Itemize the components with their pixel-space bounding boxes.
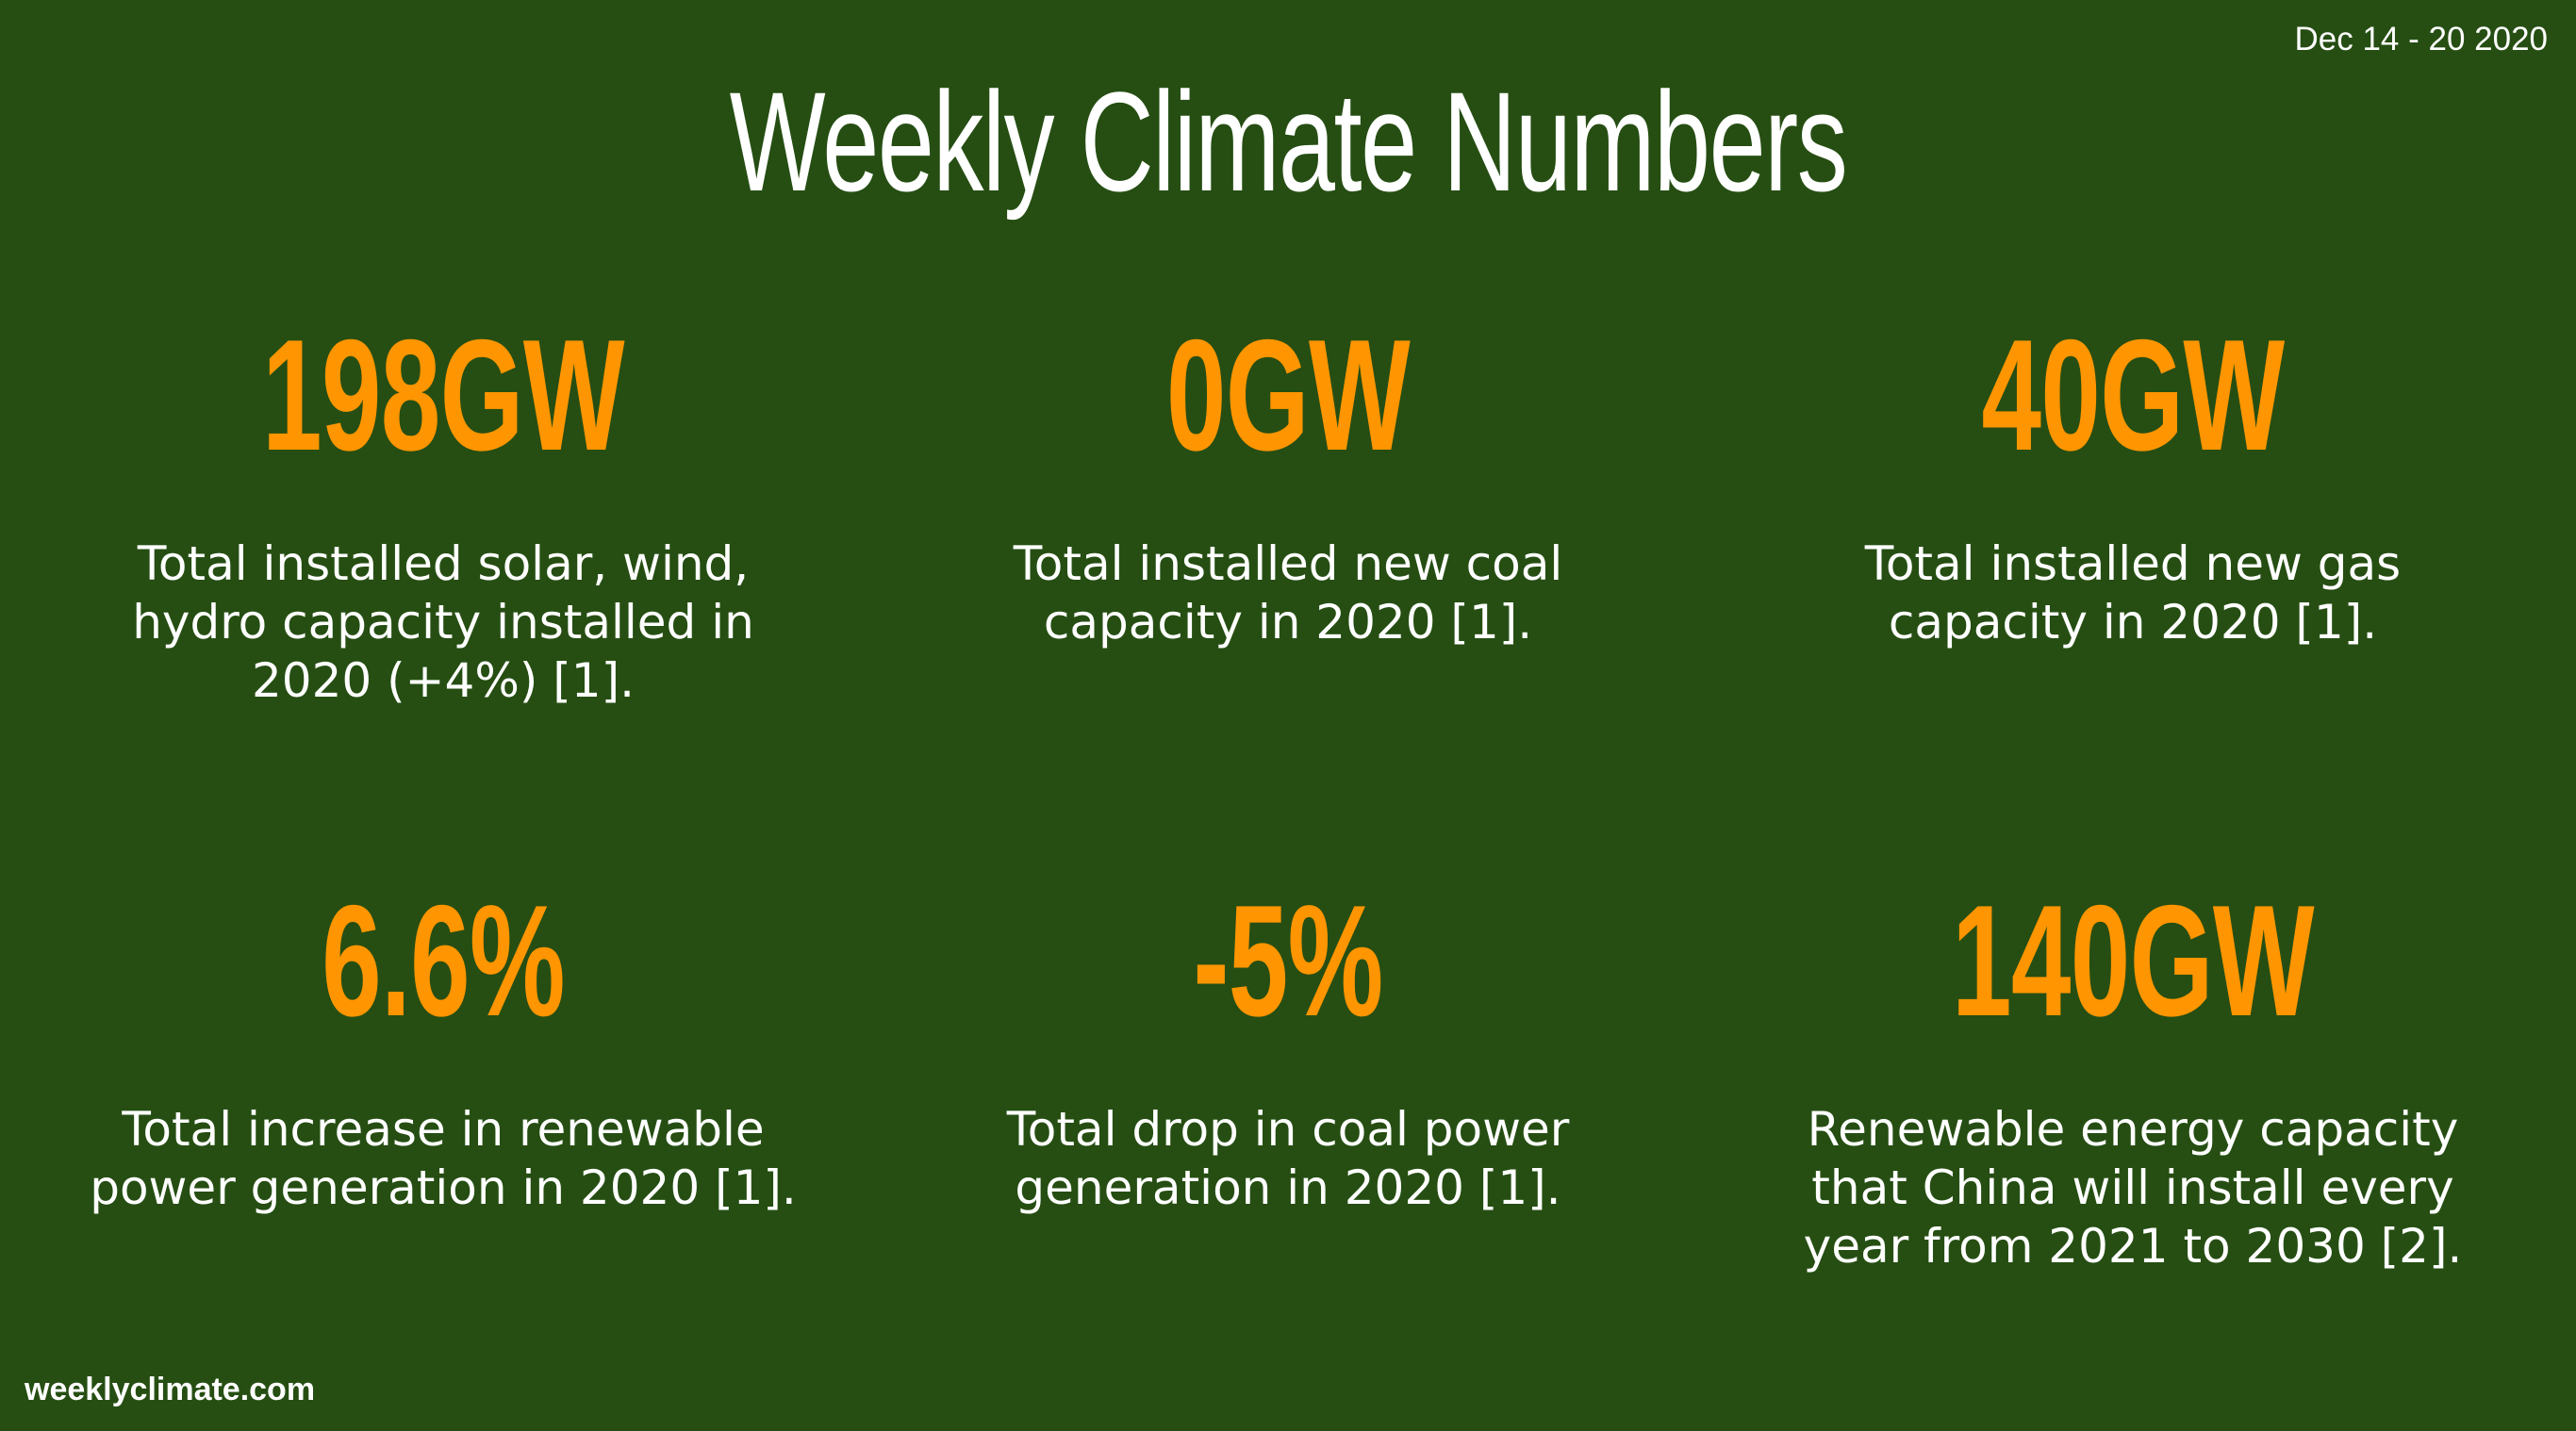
- stat-value: 6.6%: [322, 872, 565, 1049]
- stat-description-line: generation in 2020 [1].: [1015, 1160, 1561, 1215]
- stat-value: 0GW: [1165, 306, 1411, 484]
- stat-description-line: Renewable energy capacity: [1807, 1102, 2459, 1157]
- stat-description-line: that China will install every: [1811, 1160, 2454, 1215]
- stat-description-line: 2020 (+4%) [1].: [252, 653, 635, 708]
- stat-description-line: capacity in 2020 [1].: [1043, 595, 1533, 650]
- stat-description-line: Total installed solar, wind,: [137, 536, 750, 591]
- stat-description-line: power generation in 2020 [1].: [90, 1160, 797, 1215]
- stat-description-line: hydro capacity installed in: [132, 595, 754, 650]
- stat-description-line: Total drop in coal power: [1006, 1102, 1570, 1157]
- stat-description-line: Total increase in renewable: [122, 1102, 765, 1157]
- stat-description: Total installed new gas capacity in 2020…: [1746, 535, 2519, 651]
- page-title: Weekly Climate Numbers: [729, 62, 1848, 221]
- stat-description: Renewable energy capacity that China wil…: [1746, 1100, 2519, 1275]
- stat-value: 40GW: [1981, 306, 2285, 484]
- stat-description: Total drop in coal power generation in 2…: [901, 1100, 1675, 1217]
- stat-card-coal-drop: -5% Total drop in coal power generation …: [901, 881, 1675, 1217]
- stat-description-line: capacity in 2020 [1].: [1888, 595, 2378, 650]
- stat-description-line: year from 2021 to 2030 [2].: [1803, 1219, 2463, 1274]
- stat-description-line: Total installed new gas: [1864, 536, 2402, 591]
- date-range: Dec 14 - 20 2020: [2294, 21, 2548, 58]
- stat-card-new-gas: 40GW Total installed new gas capacity in…: [1746, 316, 2519, 651]
- stat-value: -5%: [1193, 872, 1383, 1049]
- stat-card-china-renewables: 140GW Renewable energy capacity that Chi…: [1746, 881, 2519, 1275]
- stat-value: 198GW: [262, 306, 625, 484]
- site-url: weeklyclimate.com: [25, 1372, 316, 1407]
- stat-card-renewable-generation: 6.6% Total increase in renewable power g…: [57, 881, 830, 1217]
- stat-value: 140GW: [1952, 872, 2315, 1049]
- stat-card-new-coal: 0GW Total installed new coal capacity in…: [901, 316, 1675, 651]
- stat-description: Total increase in renewable power genera…: [57, 1100, 830, 1217]
- stat-description-line: Total installed new coal: [1013, 536, 1563, 591]
- stat-description: Total installed new coal capacity in 202…: [901, 535, 1675, 651]
- stat-card-renewable-capacity: 198GW Total installed solar, wind, hydro…: [57, 316, 830, 710]
- stat-description: Total installed solar, wind, hydro capac…: [57, 535, 830, 710]
